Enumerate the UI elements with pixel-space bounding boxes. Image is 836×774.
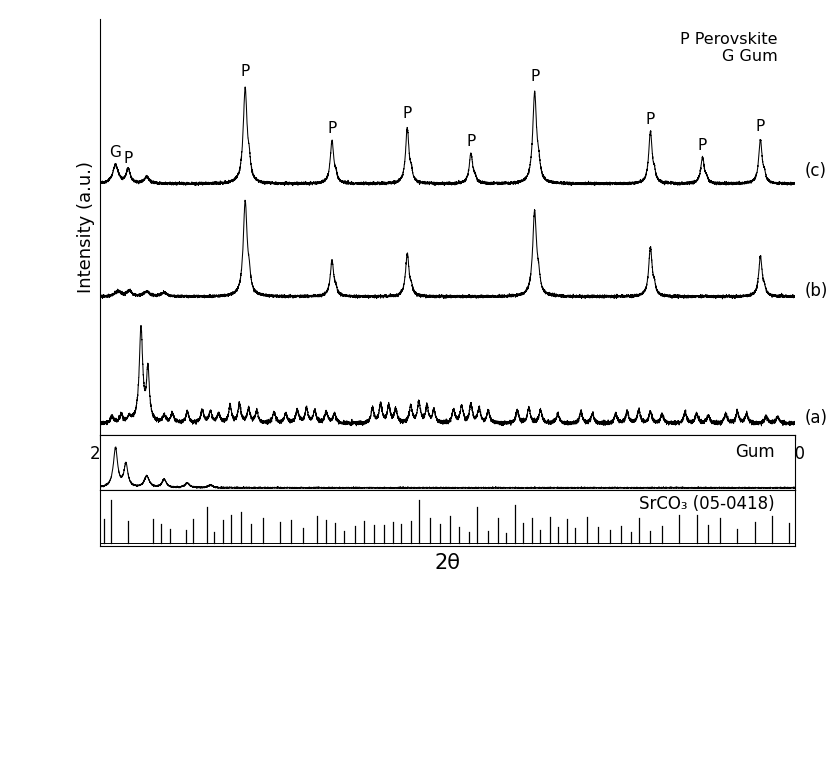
Text: G: G [110, 145, 121, 160]
Text: (c): (c) [803, 162, 825, 180]
Text: P: P [124, 150, 133, 166]
Text: 2θ: 2θ [434, 553, 461, 574]
Text: (b): (b) [803, 282, 827, 300]
Text: P: P [645, 112, 655, 127]
Text: P: P [529, 70, 538, 84]
Text: P: P [402, 107, 411, 122]
Text: P: P [697, 138, 706, 153]
Text: P: P [327, 121, 336, 136]
Y-axis label: Intensity (a.u.): Intensity (a.u.) [77, 161, 94, 293]
Text: P Perovskite
G Gum: P Perovskite G Gum [680, 32, 777, 64]
Text: SrCO₃ (05-0418): SrCO₃ (05-0418) [638, 495, 773, 512]
Text: Gum: Gum [734, 444, 773, 461]
Text: P: P [466, 134, 475, 149]
Text: (a): (a) [803, 409, 827, 427]
Text: P: P [240, 64, 249, 79]
Text: P: P [755, 119, 764, 134]
